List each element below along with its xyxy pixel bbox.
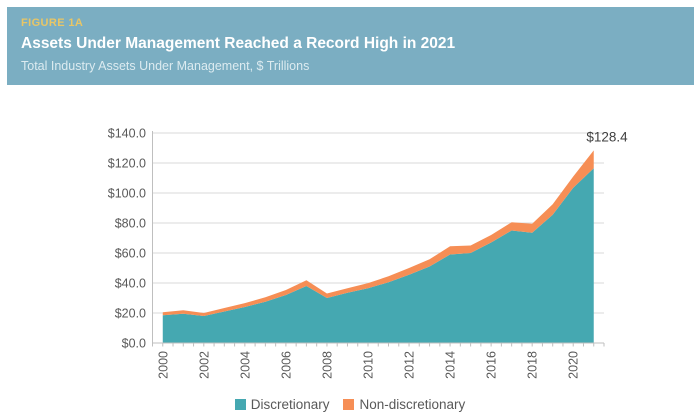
discretionary-swatch-icon — [234, 398, 246, 410]
x-axis-label: 2006 — [279, 351, 293, 379]
y-axis-label: $120.0 — [108, 157, 146, 171]
x-axis-label: 2004 — [238, 351, 252, 379]
legend-item-non-discretionary: Non-discretionary — [343, 397, 465, 412]
legend-item-discretionary: Discretionary — [234, 396, 330, 412]
chart-legend: Discretionary Non-discretionary — [0, 393, 700, 415]
figure-header: FIGURE 1A Assets Under Management Reache… — [7, 7, 694, 85]
aum-chart: $0.0 $20.0 $40.0 $60.0 $80.0 $100.0 $120.0 $140… — [0, 85, 700, 390]
figure-subtitle: Total Industry Assets Under Management, … — [21, 59, 310, 73]
x-axis-label: 2020 — [567, 351, 581, 379]
y-axis-label: $60.0 — [115, 247, 146, 261]
y-axis-label: $100.0 — [108, 187, 146, 201]
y-axis-label: $80.0 — [115, 217, 146, 231]
non-discretionary-area — [162, 150, 594, 316]
x-axis-label: 2000 — [156, 351, 170, 379]
y-axis-label: $140.0 — [108, 127, 146, 141]
figure-label: FIGURE 1A — [21, 17, 84, 29]
x-axis-label: 2008 — [320, 351, 334, 379]
x-axis-label: 2010 — [361, 351, 375, 379]
y-axis-label: $20.0 — [115, 307, 146, 321]
aum-area-chart: $0.0 $20.0 $40.0 $60.0 $80.0 $100.0 $120.0 $140… — [108, 127, 628, 379]
peak-value-annotation: $128.4 — [586, 129, 628, 144]
x-axis-label: 2012 — [403, 351, 417, 379]
x-axis-label: 2018 — [526, 351, 540, 379]
x-axis-label: 2016 — [485, 351, 499, 379]
y-axis-label: $40.0 — [115, 277, 146, 291]
figure-title: Assets Under Management Reached a Record… — [21, 35, 456, 52]
legend-label-discretionary: Discretionary — [250, 396, 330, 412]
non-discretionary-swatch-icon — [343, 398, 355, 410]
x-axis-label: 2002 — [197, 351, 211, 379]
y-axis-label: $0.0 — [122, 337, 146, 351]
discretionary-area — [162, 168, 594, 343]
legend-label-non-discretionary: Non-discretionary — [359, 396, 466, 412]
x-axis-label: 2014 — [444, 351, 458, 379]
